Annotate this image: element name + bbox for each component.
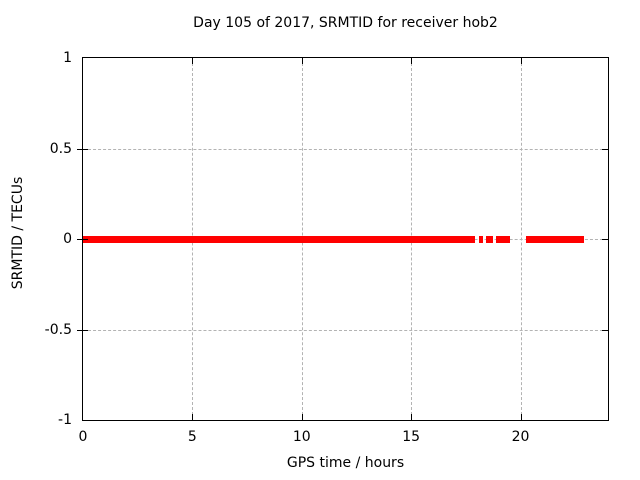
- y-tick-label: 1: [63, 50, 72, 66]
- chart-title: Day 105 of 2017, SRMTID for receiver hob…: [193, 15, 498, 31]
- y-tick-right: [602, 148, 608, 150]
- y-gridline: [83, 148, 608, 150]
- y-tick-right: [602, 239, 608, 240]
- y-tick-label: -1: [58, 412, 72, 428]
- x-tick-label: 15: [402, 429, 421, 445]
- y-tick-label: -0.5: [44, 321, 72, 338]
- x-tick-top: [411, 58, 413, 64]
- x-tick-bottom: [520, 414, 522, 420]
- y-tick-left: [77, 148, 88, 150]
- y-tick-label: 0.5: [49, 140, 72, 157]
- y-tick-label: 0: [63, 231, 72, 247]
- x-tick-bottom: [411, 414, 413, 420]
- x-tick-top: [301, 58, 303, 64]
- x-tick-label: 0: [78, 429, 88, 445]
- x-tick-bottom: [301, 414, 303, 420]
- y-gridline: [83, 329, 608, 331]
- y-tick-left: [77, 329, 88, 331]
- plot-area: [77, 57, 609, 421]
- x-tick-label: 10: [292, 429, 311, 445]
- y-axis-label: SRMTID / TECUs: [10, 176, 26, 290]
- x-tick-top: [520, 58, 522, 64]
- data-segment: [525, 236, 584, 243]
- x-tick-label: 5: [187, 429, 197, 445]
- x-tick-label: 20: [511, 429, 530, 445]
- x-tick-top: [192, 58, 194, 64]
- data-segment: [496, 236, 511, 243]
- data-segment: [83, 236, 475, 243]
- y-tick-right: [602, 329, 608, 331]
- x-axis-label: GPS time / hours: [286, 455, 405, 471]
- data-segment: [486, 236, 493, 243]
- data-segment: [478, 236, 484, 243]
- x-tick-bottom: [192, 414, 194, 420]
- y-tick-left: [77, 239, 88, 240]
